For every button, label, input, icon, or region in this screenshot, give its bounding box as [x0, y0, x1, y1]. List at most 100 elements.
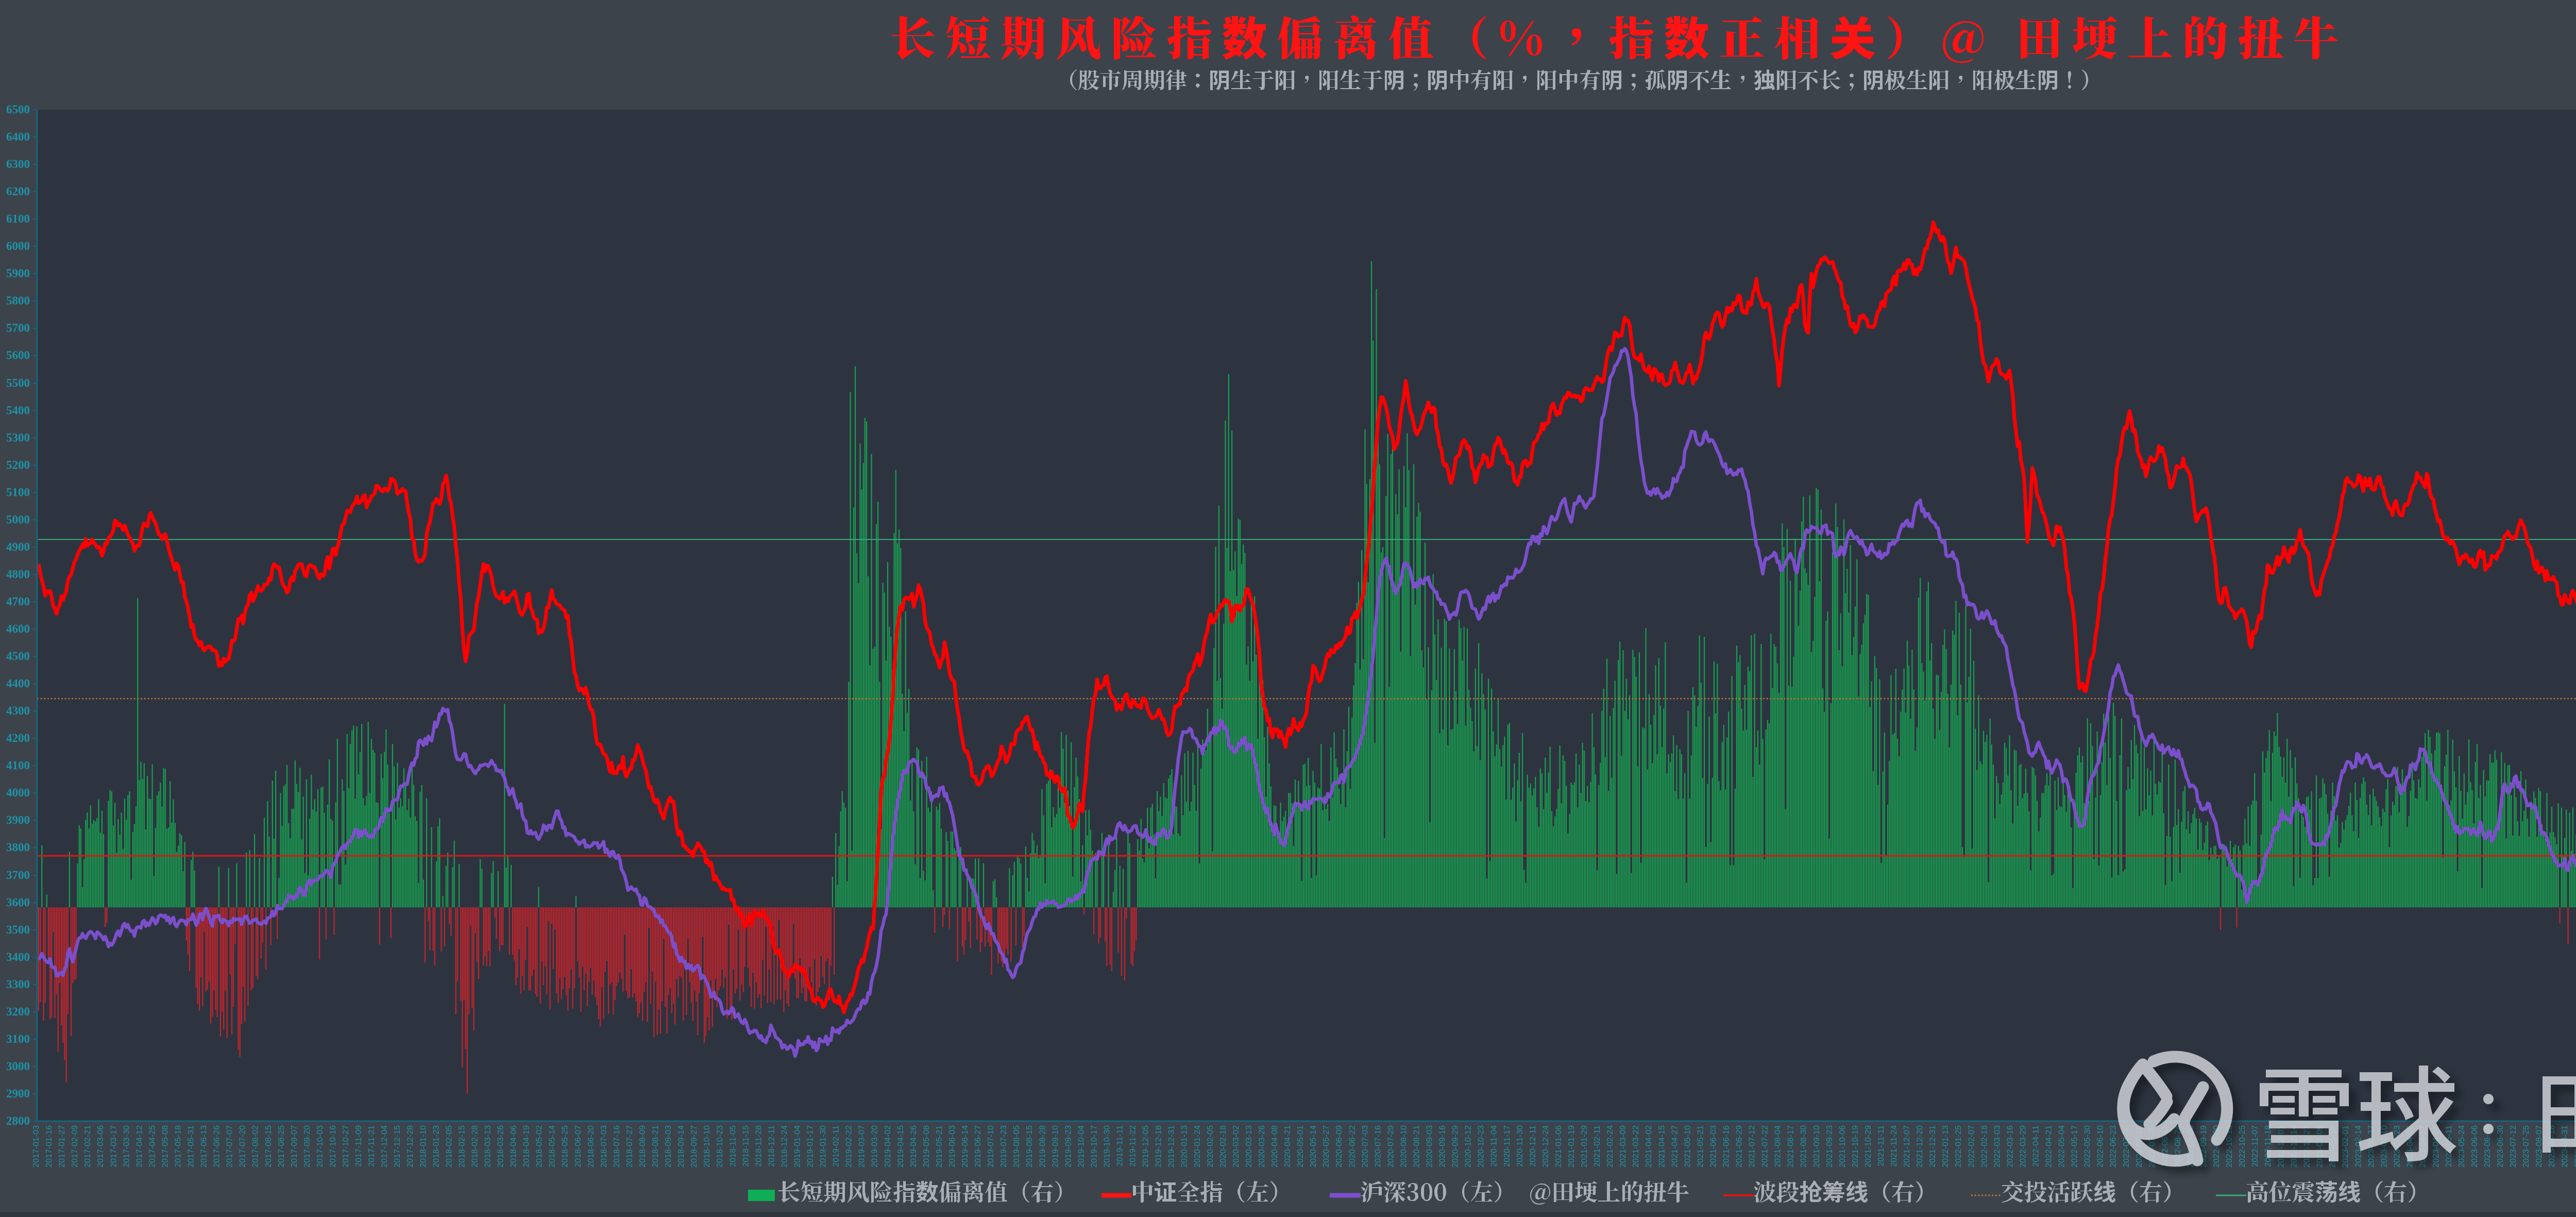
svg-text:2017-02-21: 2017-02-21 — [83, 1125, 92, 1168]
svg-text:2023-06-06: 2023-06-06 — [2470, 1125, 2479, 1168]
svg-text:3100: 3100 — [6, 1033, 30, 1045]
svg-text:2021-06-16: 2021-06-16 — [1722, 1125, 1731, 1168]
svg-text:2020-10-12: 2020-10-12 — [1464, 1125, 1473, 1168]
svg-text:2021-10-06: 2021-10-06 — [1838, 1125, 1847, 1168]
svg-text:2022-06-23: 2022-06-23 — [2109, 1125, 2118, 1168]
svg-text:2020-03-26: 2020-03-26 — [1258, 1125, 1266, 1168]
svg-text:3800: 3800 — [6, 841, 30, 854]
svg-text:2022-12-27: 2022-12-27 — [2302, 1125, 2311, 1168]
svg-text:2020-12-24: 2020-12-24 — [1541, 1125, 1550, 1168]
svg-text:6000: 6000 — [6, 240, 30, 252]
svg-text:2017-07-20: 2017-07-20 — [239, 1125, 247, 1168]
svg-text:2018-09-27: 2018-09-27 — [690, 1125, 699, 1168]
svg-text:2022-04-21: 2022-04-21 — [2045, 1125, 2054, 1168]
svg-text:2020-06-09: 2020-06-09 — [1335, 1125, 1344, 1168]
svg-text:2019-02-22: 2019-02-22 — [845, 1125, 854, 1168]
svg-text:2017-12-28: 2017-12-28 — [406, 1125, 415, 1168]
svg-text:2023-01-09: 2023-01-09 — [2315, 1125, 2324, 1168]
svg-text:2021-12-20: 2021-12-20 — [1916, 1125, 1924, 1168]
svg-text:5700: 5700 — [6, 322, 30, 334]
svg-text:4100: 4100 — [6, 759, 30, 772]
svg-text:5300: 5300 — [6, 431, 30, 444]
svg-text:2017-03-30: 2017-03-30 — [122, 1125, 131, 1168]
svg-text:2022-03-16: 2022-03-16 — [2006, 1125, 2014, 1168]
svg-text:2021-12-31: 2021-12-31 — [1928, 1125, 1937, 1168]
svg-text:2019-01-17: 2019-01-17 — [806, 1125, 815, 1168]
svg-text:2019-07-10: 2019-07-10 — [987, 1125, 995, 1168]
svg-text:2023-06-19: 2023-06-19 — [2483, 1125, 2492, 1168]
svg-text:2019-06-27: 2019-06-27 — [974, 1125, 982, 1168]
svg-text:2021-09-23: 2021-09-23 — [1825, 1125, 1834, 1168]
svg-text:2017-11-21: 2017-11-21 — [367, 1125, 376, 1167]
svg-text:2017-01-03: 2017-01-03 — [32, 1125, 41, 1168]
svg-text:2019-06-03: 2019-06-03 — [948, 1125, 957, 1168]
svg-text:2018-12-24: 2018-12-24 — [780, 1125, 789, 1168]
svg-text:2020-06-22: 2020-06-22 — [1348, 1125, 1357, 1168]
svg-text:2017-07-07: 2017-07-07 — [226, 1125, 234, 1168]
svg-text:2020-05-27: 2020-05-27 — [1322, 1125, 1331, 1168]
svg-text:2018-09-14: 2018-09-14 — [677, 1125, 686, 1168]
svg-text:2018-11-15: 2018-11-15 — [741, 1125, 750, 1167]
svg-text:2017-03-06: 2017-03-06 — [96, 1125, 105, 1168]
svg-text:2018-05-02: 2018-05-02 — [535, 1125, 544, 1168]
svg-text:2018-02-05: 2018-02-05 — [445, 1125, 453, 1168]
svg-text:2018-10-10: 2018-10-10 — [703, 1125, 711, 1168]
svg-text:4500: 4500 — [6, 650, 30, 663]
svg-text:2020-09-16: 2020-09-16 — [1438, 1125, 1447, 1168]
svg-text:2017-08-15: 2017-08-15 — [264, 1125, 273, 1168]
svg-text:2018-05-25: 2018-05-25 — [561, 1125, 570, 1168]
svg-text:2017-10-16: 2017-10-16 — [329, 1125, 337, 1168]
svg-text:4300: 4300 — [6, 704, 30, 717]
svg-text:2020-10-23: 2020-10-23 — [1477, 1125, 1486, 1168]
svg-text:2017-04-12: 2017-04-12 — [135, 1125, 144, 1168]
svg-text:2019-05-08: 2019-05-08 — [922, 1125, 931, 1168]
svg-text:5200: 5200 — [6, 459, 30, 471]
svg-text:2021-05-21: 2021-05-21 — [1696, 1125, 1705, 1168]
svg-text:2017-05-31: 2017-05-31 — [187, 1125, 196, 1168]
svg-text:2017-12-04: 2017-12-04 — [380, 1125, 389, 1168]
svg-text:2020-11-30: 2020-11-30 — [1516, 1125, 1524, 1167]
svg-text:2017-05-08: 2017-05-08 — [161, 1125, 170, 1168]
svg-text:2018-03-13: 2018-03-13 — [484, 1125, 493, 1168]
svg-text:2021-04-02: 2021-04-02 — [1645, 1125, 1653, 1168]
svg-text:5800: 5800 — [6, 294, 30, 307]
svg-text:2017-11-09: 2017-11-09 — [354, 1125, 363, 1167]
svg-text:2017-06-13: 2017-06-13 — [200, 1125, 209, 1168]
svg-text:2018-06-07: 2018-06-07 — [574, 1125, 583, 1168]
svg-text:4600: 4600 — [6, 622, 30, 635]
svg-text:2022-05-04: 2022-05-04 — [2058, 1125, 2066, 1168]
svg-text:3400: 3400 — [6, 951, 30, 964]
svg-text:2019-11-11: 2019-11-11 — [1116, 1125, 1125, 1167]
svg-text:2021-01-29: 2021-01-29 — [1580, 1125, 1589, 1168]
svg-text:2020-03-02: 2020-03-02 — [1232, 1125, 1241, 1168]
svg-text:2020-08-21: 2020-08-21 — [1413, 1125, 1421, 1168]
svg-text:2018-09-03: 2018-09-03 — [664, 1125, 673, 1168]
svg-text:2019-12-05: 2019-12-05 — [1142, 1125, 1150, 1168]
svg-text:4800: 4800 — [6, 568, 30, 581]
svg-text:2018-05-14: 2018-05-14 — [548, 1125, 557, 1168]
svg-text:2023-05-24: 2023-05-24 — [2458, 1125, 2466, 1168]
svg-text:2021-07-12: 2021-07-12 — [1748, 1125, 1757, 1168]
svg-text:2020-04-08: 2020-04-08 — [1270, 1125, 1279, 1168]
svg-text:2018-07-16: 2018-07-16 — [613, 1125, 621, 1168]
svg-text:2021-02-11: 2021-02-11 — [1593, 1125, 1602, 1167]
svg-text:2020-11-04: 2020-11-04 — [1490, 1125, 1499, 1167]
svg-text:2019-04-15: 2019-04-15 — [896, 1125, 905, 1168]
svg-text:2017-06-26: 2017-06-26 — [213, 1125, 222, 1168]
svg-text:6400: 6400 — [6, 130, 30, 143]
svg-text:2018-02-15: 2018-02-15 — [457, 1125, 466, 1168]
svg-text:2017-12-15: 2017-12-15 — [393, 1125, 402, 1168]
svg-text:2023-07-25: 2023-07-25 — [2522, 1125, 2531, 1168]
svg-text:2021-12-07: 2021-12-07 — [1903, 1125, 1911, 1168]
svg-text:2019-12-31: 2019-12-31 — [1167, 1125, 1176, 1168]
svg-text:6200: 6200 — [6, 185, 30, 198]
svg-text:6100: 6100 — [6, 212, 30, 225]
svg-text:2018-07-27: 2018-07-27 — [625, 1125, 634, 1168]
svg-text:2019-02-11: 2019-02-11 — [832, 1125, 841, 1167]
svg-text:2018-01-10: 2018-01-10 — [419, 1125, 428, 1168]
svg-text:2020-03-13: 2020-03-13 — [1245, 1125, 1253, 1168]
svg-text:2018-04-19: 2018-04-19 — [522, 1125, 531, 1168]
svg-text:2017-10-03: 2017-10-03 — [316, 1125, 325, 1168]
svg-text:5500: 5500 — [6, 377, 30, 390]
svg-text:2021-05-10: 2021-05-10 — [1683, 1125, 1692, 1168]
